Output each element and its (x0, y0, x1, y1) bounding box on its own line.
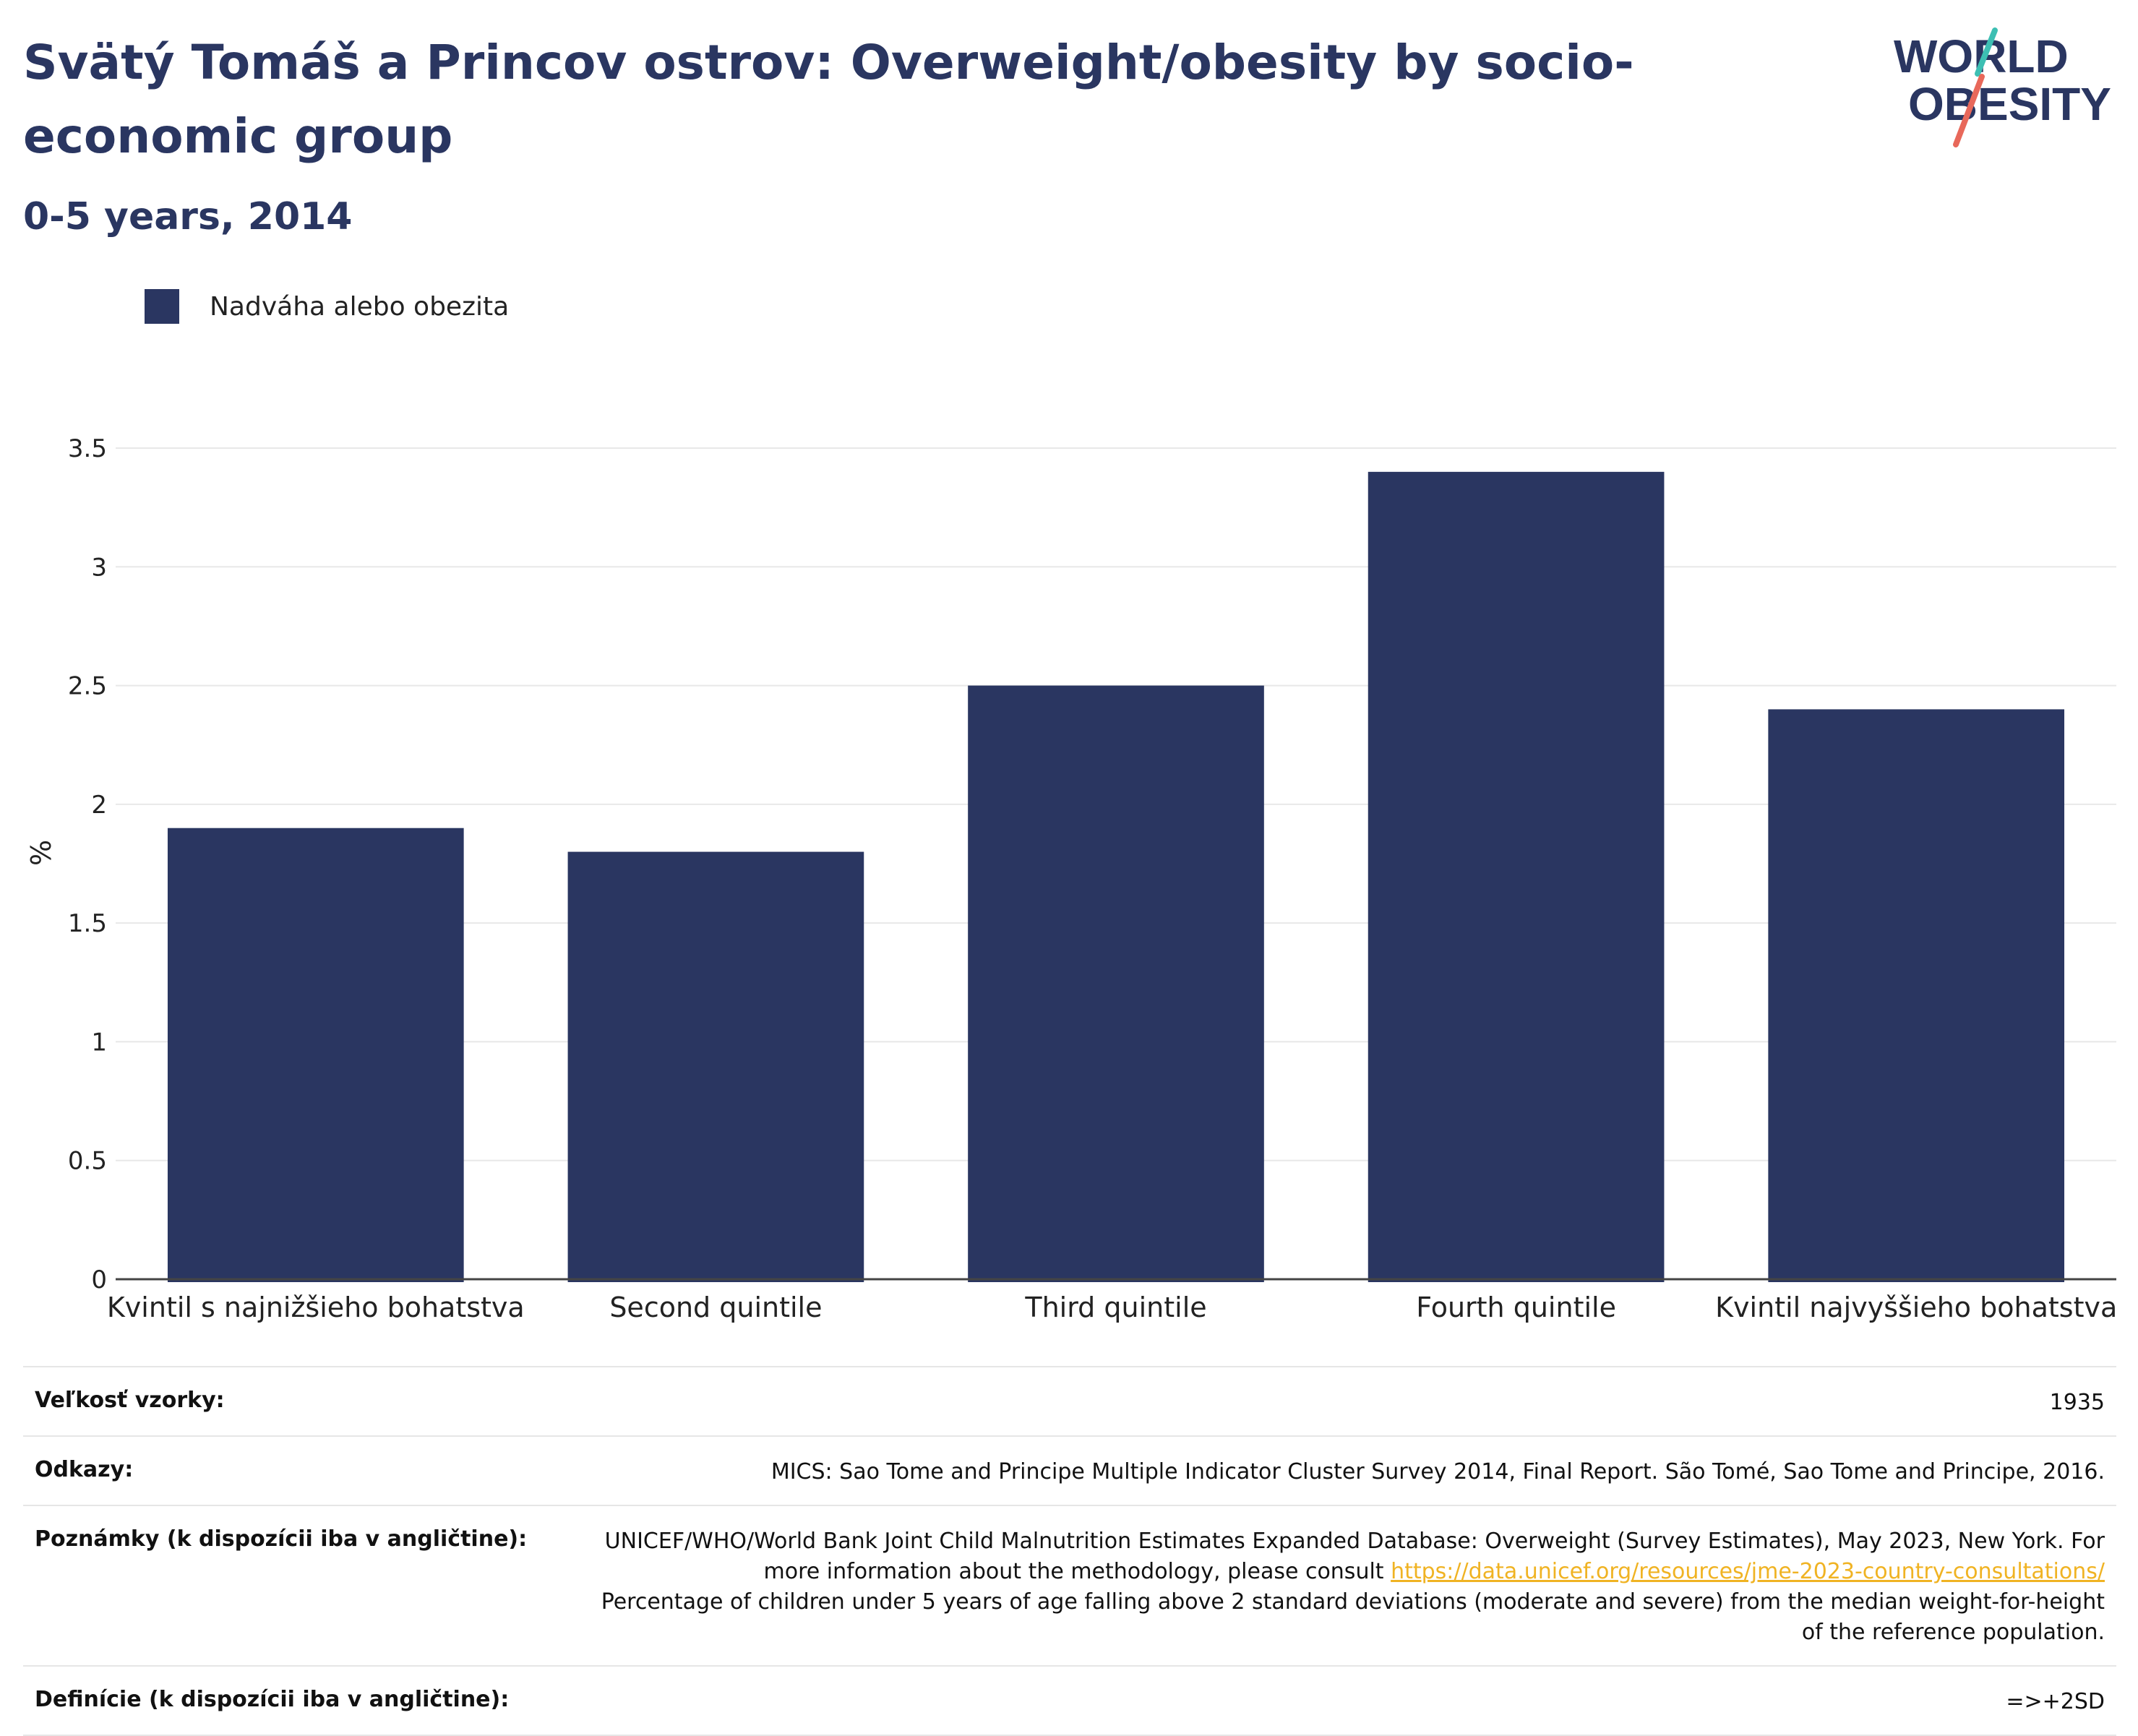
y-tick-label: 1 (91, 1028, 107, 1057)
legend-label: Nadváha alebo obezita (210, 291, 510, 322)
y-tick-label: 3.5 (68, 434, 107, 463)
y-tick-label: 1.5 (68, 909, 107, 938)
legend[interactable]: Nadváha alebo obezita (145, 288, 509, 325)
references-label: Odkazy: (35, 1457, 134, 1482)
x-tick-label: Fourth quintile (1416, 1292, 1616, 1323)
bar[interactable] (1368, 471, 1665, 1282)
notes-link[interactable]: https://data.unicef.org/resources/jme-20… (1391, 1559, 2105, 1584)
y-tick-label: 2 (91, 791, 107, 820)
bar[interactable] (567, 851, 864, 1282)
y-tick-label: 2.5 (68, 672, 107, 701)
x-tick-label: Second quintile (609, 1292, 822, 1323)
x-tick-label: Kvintil najvyššieho bohatstva (1715, 1292, 2117, 1323)
world-obesity-logo: WORLD OBESITY (1894, 27, 2111, 147)
legend-swatch (145, 289, 179, 324)
chart-title: Svätý Tomáš a Princov ostrov: Overweight… (23, 35, 1634, 164)
y-tick-label: 3 (91, 553, 107, 582)
bar-chart: 0 0.5 1 1.5 2 2.5 3 3.5% Kvintil s najnižšieho b… (25, 434, 2117, 1323)
y-tick-label: 0.5 (68, 1147, 107, 1176)
bar[interactable] (968, 685, 1264, 1282)
notes-value: UNICEF/WHO/World Bank Joint Child Malnut… (587, 1526, 2105, 1648)
definitions-label: Definície (k dispozícii iba v angličtine… (35, 1687, 510, 1712)
chart-subtitle: 0-5 years, 2014 (23, 195, 353, 239)
x-tick-label: Third quintile (1024, 1292, 1206, 1323)
notes-label: Poznámky (k dispozícii iba v angličtine)… (35, 1526, 528, 1552)
logo-slash-teal (1975, 27, 1998, 77)
meta-row-definitions: Definície (k dispozícii iba v angličtine… (23, 1665, 2116, 1736)
sample-size-label: Veľkosť vzorky: (35, 1388, 225, 1413)
y-tick-label: 0 (91, 1266, 107, 1294)
references-value: MICS: Sao Tome and Principe Multiple Ind… (770, 1459, 2105, 1484)
notes-text-2: Percentage of children under 5 years of … (601, 1589, 2105, 1645)
logo-slash-coral (1953, 74, 1985, 147)
metadata-table: Veľkosť vzorky: 1935 Odkazy: MICS: Sao T… (23, 1366, 2116, 1736)
bar[interactable] (167, 828, 464, 1282)
x-tick-label: Kvintil s najnižšieho bohatstva (107, 1292, 525, 1323)
sample-size-value: 1935 (2049, 1390, 2105, 1415)
y-axis-label: % (25, 840, 57, 866)
meta-row-references: Odkazy: MICS: Sao Tome and Principe Mult… (23, 1435, 2116, 1505)
notes-text-1: UNICEF/WHO/World Bank Joint Child Malnut… (604, 1529, 2105, 1584)
definitions-value: =>+2SD (2006, 1689, 2105, 1714)
meta-row-sample-size: Veľkosť vzorky: 1935 (23, 1366, 2116, 1435)
logo-word-obesity: OBESITY (1908, 78, 2111, 130)
meta-row-notes: Poznámky (k dispozícii iba v angličtine)… (23, 1505, 2116, 1665)
bar[interactable] (1768, 709, 2065, 1282)
logo-word-world: WORLD (1894, 30, 2069, 82)
